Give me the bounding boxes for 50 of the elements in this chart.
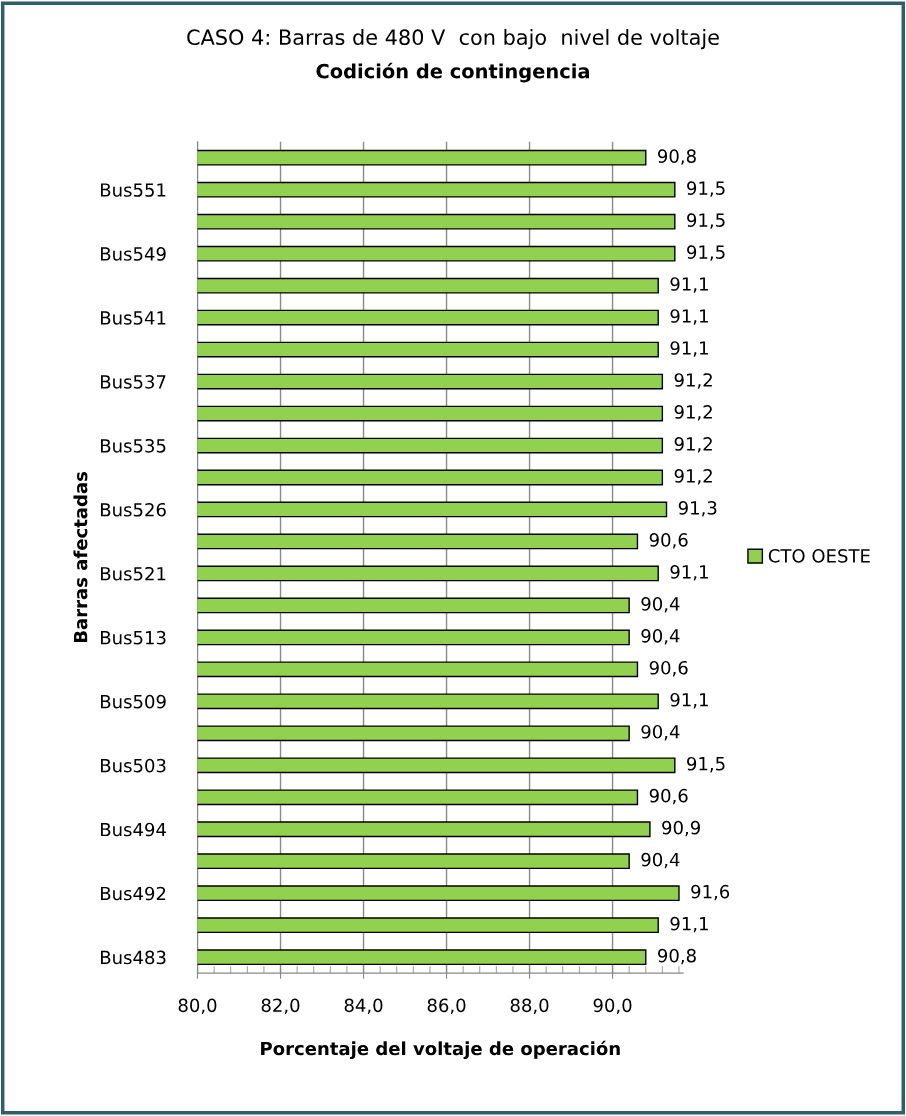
y-tick-label: Bus526 bbox=[101, 502, 166, 517]
data-label: 91,5 bbox=[687, 181, 725, 197]
x-tick-label: 88,0 bbox=[510, 998, 549, 1014]
data-label: 90,6 bbox=[649, 533, 688, 549]
legend-label: CTO OESTE bbox=[768, 549, 870, 563]
data-label: 91,2 bbox=[674, 469, 712, 485]
x-tick-label: 80,0 bbox=[178, 998, 217, 1014]
data-label: 91,1 bbox=[670, 277, 708, 293]
x-tick-label: 84,0 bbox=[344, 998, 383, 1014]
y-tick-label: Bus492 bbox=[101, 886, 166, 901]
data-label: 90,8 bbox=[658, 948, 696, 965]
x-tick-label: 86,0 bbox=[427, 998, 466, 1014]
y-tick-label: Bus521 bbox=[101, 566, 166, 581]
data-label: 91,1 bbox=[670, 692, 708, 709]
data-label: 91,2 bbox=[674, 405, 712, 421]
data-label: 91,3 bbox=[678, 501, 717, 517]
data-label: 90,4 bbox=[641, 852, 680, 869]
data-label: 91,1 bbox=[670, 916, 708, 933]
data-label: 90,4 bbox=[641, 628, 680, 645]
y-tick-label: Bus549 bbox=[101, 247, 166, 261]
data-label: 91,1 bbox=[670, 341, 708, 357]
chart-subtitle: Codición de contingencia bbox=[316, 62, 589, 83]
y-tick-label: Bus541 bbox=[101, 311, 166, 325]
data-label: 91,5 bbox=[687, 756, 725, 773]
data-label: 91,1 bbox=[670, 565, 708, 581]
chart-title: CASO 4: Barras de 480 V con bajo nivel de voltaje bbox=[187, 28, 719, 50]
data-label: 90,4 bbox=[641, 596, 680, 613]
y-tick-label: Bus537 bbox=[101, 375, 166, 389]
data-label: 90,9 bbox=[662, 820, 700, 837]
data-label: 90,6 bbox=[649, 660, 688, 677]
x-tick-label: 82,0 bbox=[261, 998, 300, 1014]
y-tick-label: Bus509 bbox=[101, 694, 166, 709]
x-axis-title: Porcentaje del voltaje de operación bbox=[261, 1040, 620, 1059]
data-label: 90,4 bbox=[641, 724, 680, 741]
y-tick-label: Bus483 bbox=[101, 950, 166, 965]
y-tick-label: Bus494 bbox=[101, 822, 166, 837]
data-label: 91,6 bbox=[691, 884, 730, 901]
data-label: 91,2 bbox=[674, 437, 712, 453]
data-label: 90,6 bbox=[649, 788, 688, 805]
y-tick-label: Bus513 bbox=[101, 630, 166, 645]
y-tick-label: Bus535 bbox=[101, 438, 166, 453]
y-tick-label: Bus503 bbox=[101, 758, 166, 773]
data-label: 90,8 bbox=[658, 149, 696, 165]
x-tick-label: 90,0 bbox=[593, 998, 632, 1014]
data-label: 91,5 bbox=[687, 213, 725, 229]
data-label: 91,2 bbox=[674, 373, 712, 389]
y-axis-title: Barras afectadas bbox=[73, 471, 88, 643]
data-label: 91,1 bbox=[670, 309, 708, 325]
data-label: 91,5 bbox=[687, 245, 725, 261]
y-tick-label: Bus551 bbox=[101, 183, 166, 197]
